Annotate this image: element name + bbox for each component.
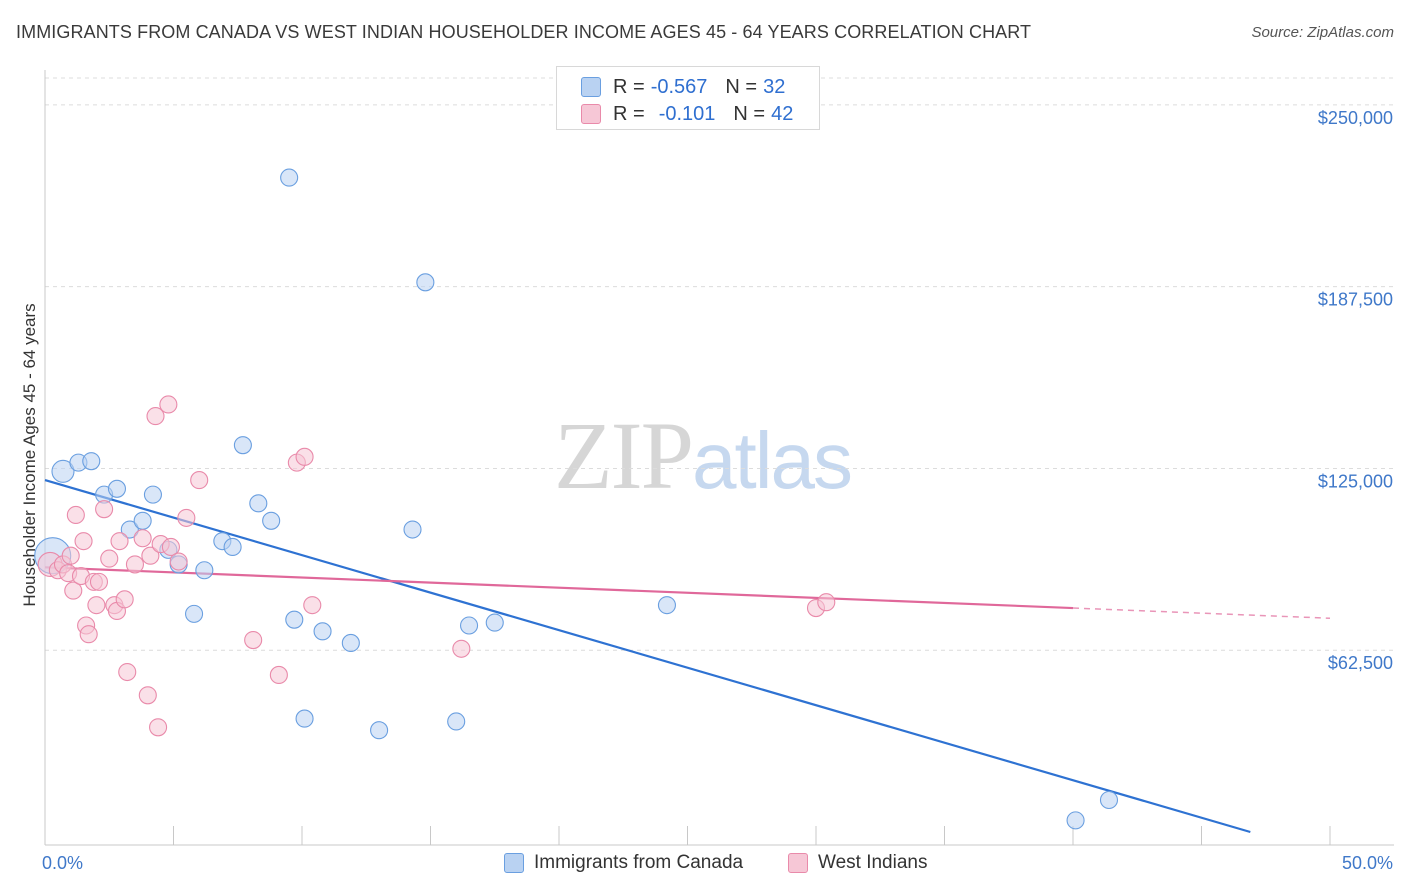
point-canada bbox=[313, 622, 332, 641]
point-west-indians bbox=[79, 625, 98, 644]
y-tick-label: $250,000 bbox=[1318, 108, 1393, 128]
point-canada bbox=[447, 712, 466, 731]
legend-swatch-west-indians bbox=[788, 853, 808, 873]
legend-label-west-indians: West Indians bbox=[818, 852, 928, 873]
trend-line-canada bbox=[44, 479, 1251, 834]
point-west-indians bbox=[118, 662, 137, 682]
point-canada bbox=[133, 511, 152, 530]
watermark-zip: ZIP bbox=[554, 402, 694, 509]
point-west-indians bbox=[149, 718, 168, 737]
point-canada bbox=[51, 459, 75, 483]
point-canada bbox=[280, 168, 299, 187]
point-west-indians bbox=[133, 529, 152, 548]
point-west-indians bbox=[817, 593, 836, 612]
chart-title: IMMIGRANTS FROM CANADA VS WEST INDIAN HO… bbox=[16, 22, 1032, 42]
legend-r-value: -0.567 bbox=[650, 75, 708, 98]
point-canada bbox=[249, 494, 268, 513]
legend-n-label: N = bbox=[733, 102, 766, 125]
point-canada bbox=[1066, 811, 1085, 830]
point-canada bbox=[107, 479, 127, 498]
y-tick-label: $187,500 bbox=[1318, 290, 1393, 310]
point-west-indians bbox=[115, 590, 134, 609]
point-west-indians bbox=[141, 546, 160, 565]
point-west-indians bbox=[161, 537, 180, 557]
point-canada bbox=[485, 613, 504, 632]
point-west-indians bbox=[95, 500, 114, 519]
trend-lines bbox=[44, 479, 1331, 834]
y-tick-label: $62,500 bbox=[1328, 653, 1393, 673]
point-west-indians bbox=[64, 581, 83, 600]
legend-r-label: R = bbox=[613, 102, 645, 125]
legend-swatch-canada bbox=[581, 77, 601, 97]
legend-row-west-indians: R = -0.101 N = 42 bbox=[581, 102, 793, 126]
legend-swatch-canada bbox=[504, 853, 524, 873]
point-canada bbox=[416, 273, 435, 292]
point-canada bbox=[262, 511, 281, 530]
legend-n-value: 42 bbox=[771, 102, 794, 125]
legend-r-value: -0.101 bbox=[658, 102, 716, 125]
point-west-indians bbox=[66, 505, 85, 525]
chart-source: Source: ZipAtlas.com bbox=[1251, 24, 1394, 41]
grid-lines bbox=[45, 77, 1394, 651]
point-west-indians bbox=[303, 596, 322, 615]
point-west-indians bbox=[169, 552, 188, 571]
trend-line-west-indians bbox=[44, 566, 1074, 610]
point-canada bbox=[295, 709, 314, 728]
legend-n-value: 32 bbox=[763, 75, 786, 98]
watermark: ZIPatlas bbox=[554, 400, 853, 511]
point-west-indians bbox=[74, 532, 93, 551]
point-west-indians bbox=[87, 596, 106, 615]
trend-line-west-indians-extension bbox=[1072, 607, 1331, 619]
point-west-indians bbox=[159, 395, 178, 414]
point-canada bbox=[403, 520, 422, 539]
point-canada bbox=[341, 633, 360, 653]
point-canada bbox=[195, 561, 214, 580]
point-west-indians bbox=[452, 639, 471, 658]
point-west-indians bbox=[89, 572, 109, 591]
point-west-indians bbox=[61, 546, 80, 565]
bottom-legend-west-indians: West Indians bbox=[788, 852, 927, 874]
point-canada bbox=[657, 596, 676, 615]
axes bbox=[44, 70, 1394, 846]
point-west-indians bbox=[295, 447, 314, 466]
data-points bbox=[34, 168, 1119, 830]
legend-label-canada: Immigrants from Canada bbox=[534, 852, 744, 873]
bottom-legend-canada: Immigrants from Canada bbox=[504, 852, 743, 874]
x-tick-label-min: 0.0% bbox=[42, 853, 83, 873]
point-canada bbox=[233, 436, 252, 455]
legend-swatch-west-indians bbox=[581, 104, 601, 124]
point-west-indians bbox=[138, 686, 157, 705]
legend-n-label: N = bbox=[725, 75, 758, 98]
point-canada bbox=[285, 610, 304, 629]
x-tick-label-max: 50.0% bbox=[1342, 853, 1393, 873]
point-canada bbox=[185, 604, 204, 623]
point-west-indians bbox=[125, 555, 144, 574]
point-canada bbox=[223, 537, 242, 557]
point-canada bbox=[459, 616, 479, 635]
stats-legend: R = -0.567 N = 32 R = -0.101 N = 42 bbox=[556, 66, 820, 130]
y-tick-label: $125,000 bbox=[1318, 471, 1393, 491]
legend-r-label: R = bbox=[613, 75, 645, 98]
point-west-indians bbox=[190, 471, 209, 490]
point-canada bbox=[82, 452, 101, 471]
point-west-indians bbox=[244, 630, 263, 650]
watermark-atlas: atlas bbox=[692, 416, 853, 505]
point-west-indians bbox=[100, 549, 119, 568]
point-west-indians bbox=[110, 532, 129, 551]
point-canada bbox=[370, 721, 389, 740]
legend-row-canada: R = -0.567 N = 32 bbox=[581, 75, 785, 99]
point-canada bbox=[1099, 790, 1119, 810]
point-canada bbox=[120, 520, 139, 539]
point-canada bbox=[143, 485, 162, 504]
tick-labels: $62,500 $125,000 $187,500 $250,000 0.0% 50.0% bbox=[42, 108, 1393, 873]
point-west-indians bbox=[269, 665, 288, 684]
point-west-indians bbox=[177, 508, 196, 527]
point-west-indians bbox=[146, 407, 165, 426]
